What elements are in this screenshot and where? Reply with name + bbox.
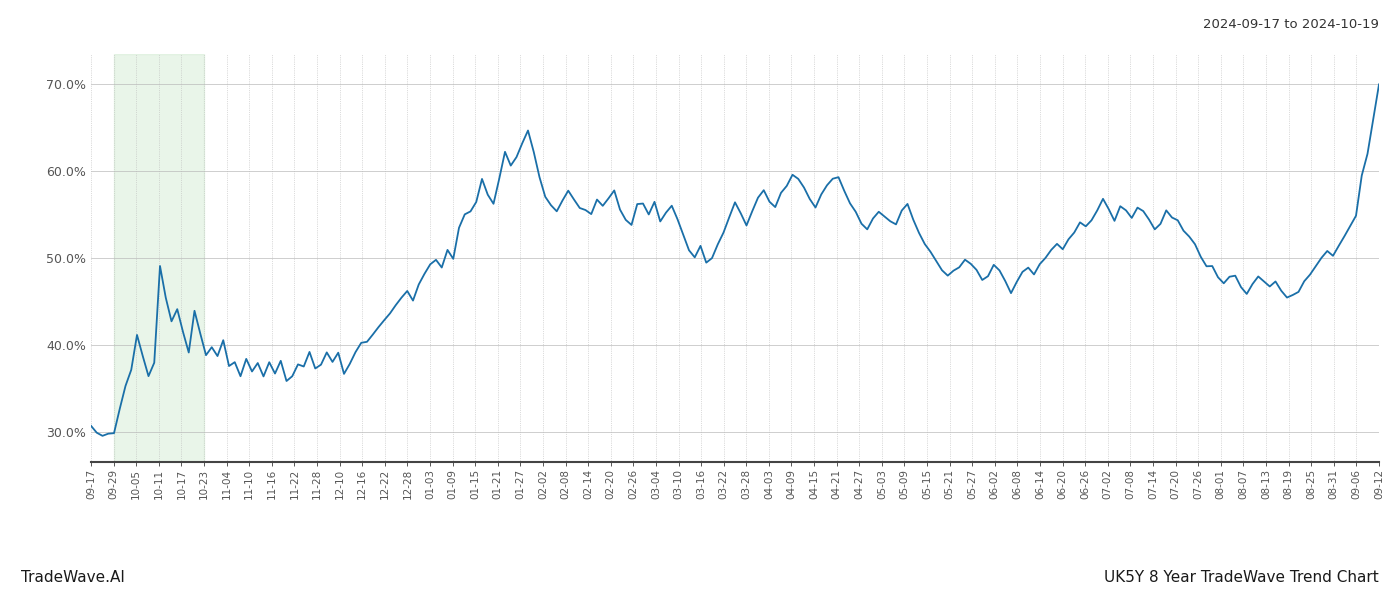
Text: 2024-09-17 to 2024-10-19: 2024-09-17 to 2024-10-19 bbox=[1203, 18, 1379, 31]
Text: UK5Y 8 Year TradeWave Trend Chart: UK5Y 8 Year TradeWave Trend Chart bbox=[1105, 570, 1379, 585]
Text: TradeWave.AI: TradeWave.AI bbox=[21, 570, 125, 585]
Bar bbox=[113, 54, 204, 462]
